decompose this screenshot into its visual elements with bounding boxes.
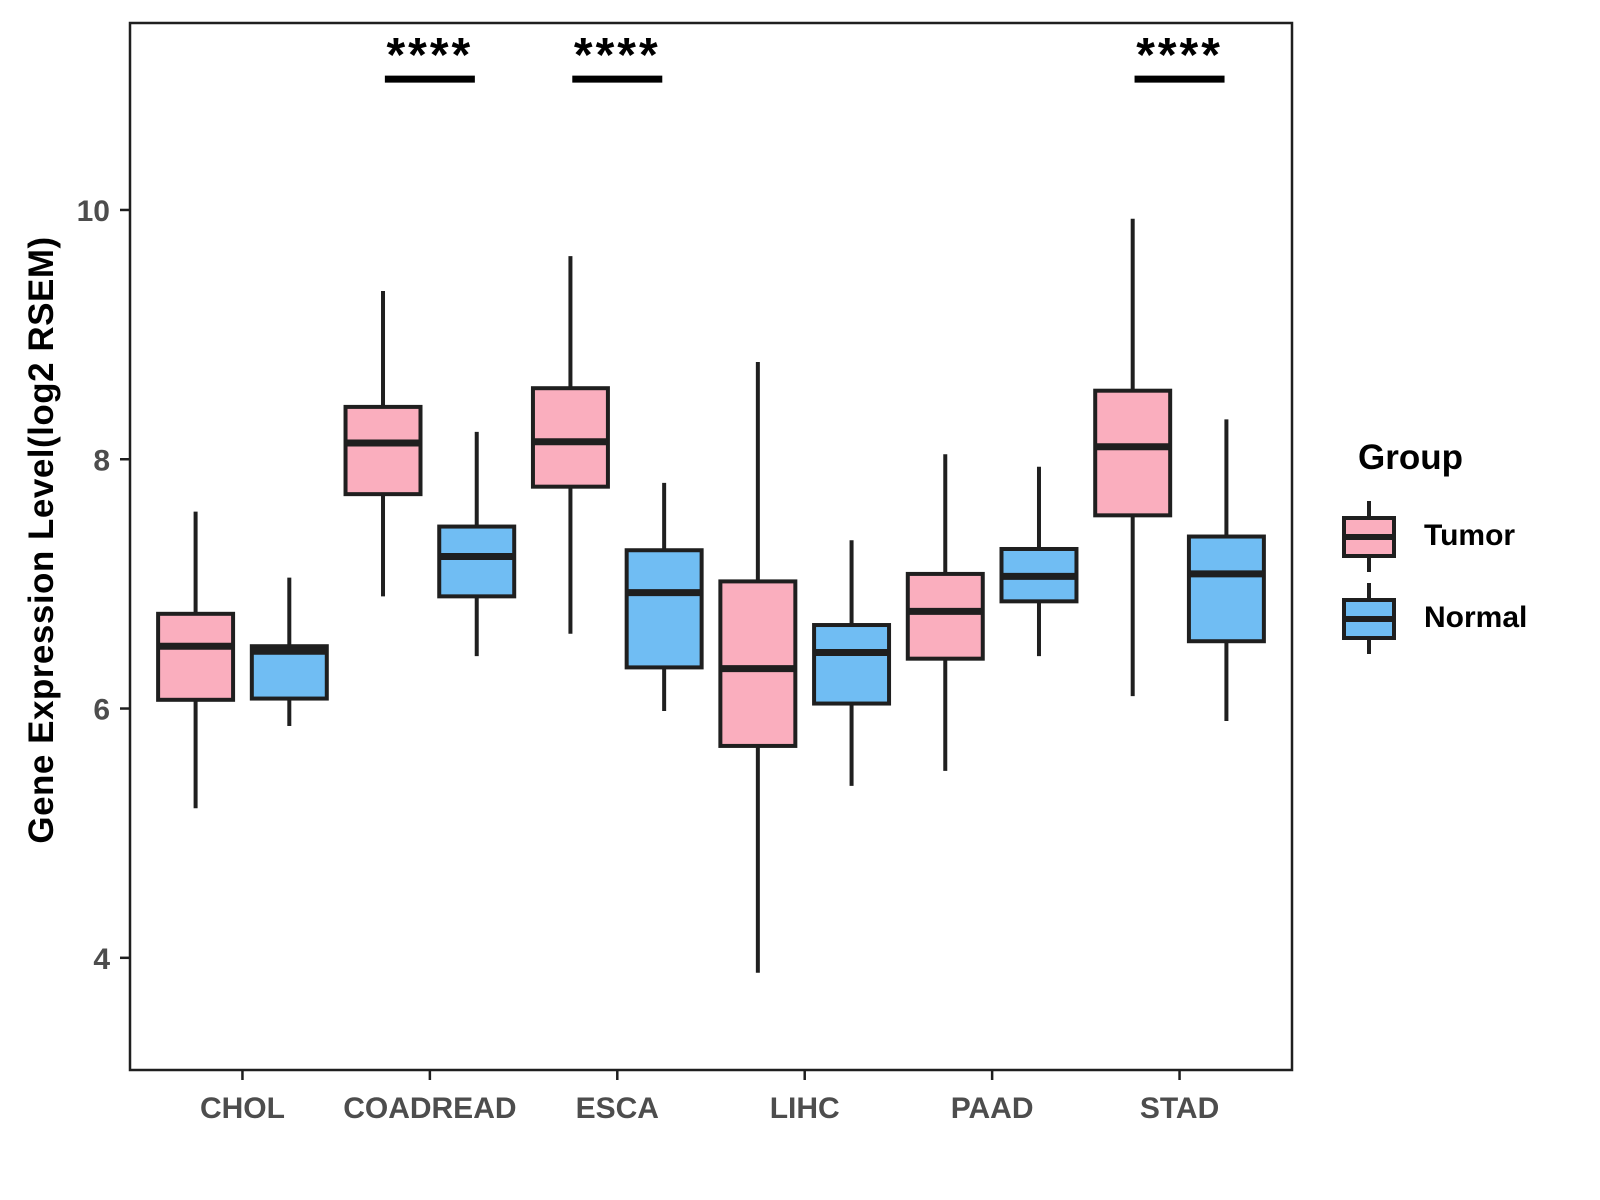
box-normal-lihc bbox=[812, 623, 892, 706]
box-tumor-lihc bbox=[718, 579, 798, 748]
box-normal-chol bbox=[249, 644, 329, 701]
x-tick-label-esca: ESCA bbox=[576, 1092, 659, 1125]
legend: Group Tumor Normal bbox=[1340, 438, 1590, 662]
x-tick-label-coadread: COADREAD bbox=[343, 1092, 516, 1125]
significance-label-stad: **** bbox=[1136, 29, 1223, 82]
panel-border bbox=[128, 21, 1294, 1072]
x-tick-label-paad: PAAD bbox=[951, 1092, 1034, 1125]
box-tumor-paad bbox=[905, 571, 985, 661]
box-tumor-esca bbox=[530, 386, 610, 489]
y-axis-title: Gene Expression Level(log2 RSEM) bbox=[22, 236, 61, 844]
box-tumor-stad bbox=[1093, 388, 1173, 518]
legend-label-tumor: Tumor bbox=[1424, 519, 1516, 552]
x-tick-label-stad: STAD bbox=[1140, 1092, 1219, 1125]
y-tick-label: 6 bbox=[93, 694, 110, 727]
y-tick-label: 10 bbox=[77, 195, 110, 228]
legend-title: Group bbox=[1358, 438, 1463, 477]
legend-item-tumor: Tumor bbox=[1340, 498, 1590, 574]
legend-label-normal: Normal bbox=[1424, 601, 1528, 634]
y-tick-label: 4 bbox=[93, 943, 110, 976]
legend-item-normal: Normal bbox=[1340, 580, 1590, 656]
significance-label-esca: **** bbox=[574, 29, 661, 82]
box-tumor-chol bbox=[156, 611, 236, 702]
box-normal-coadread bbox=[437, 524, 517, 599]
x-tick-label-lihc: LIHC bbox=[770, 1092, 840, 1125]
box-normal-stad bbox=[1186, 534, 1266, 644]
significance-label-coadread: **** bbox=[387, 29, 474, 82]
box-tumor-coadread bbox=[343, 404, 423, 497]
y-tick-label: 8 bbox=[93, 444, 110, 477]
tumor-boxplot-glyph-icon bbox=[1342, 501, 1396, 572]
x-tick-label-chol: CHOL bbox=[200, 1092, 285, 1125]
normal-boxplot-glyph-icon bbox=[1342, 583, 1396, 654]
box-normal-esca bbox=[624, 548, 704, 670]
